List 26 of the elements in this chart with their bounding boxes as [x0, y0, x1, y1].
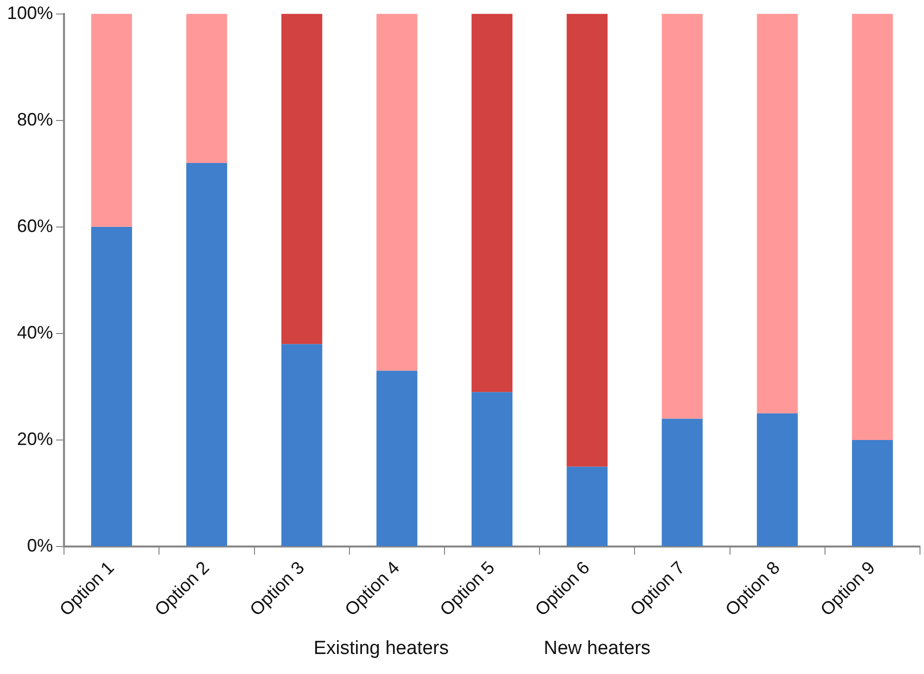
bar: [91, 14, 132, 227]
y-tick-label: 20%: [17, 429, 54, 450]
bar: [472, 392, 512, 546]
bar: [852, 440, 893, 546]
bar: [186, 14, 228, 163]
bar: [756, 14, 798, 414]
bar: [186, 162, 228, 546]
y-tick-label: 40%: [17, 322, 54, 342]
bar: [756, 413, 798, 546]
bar: [852, 14, 893, 440]
bar: [662, 418, 703, 546]
bar: [472, 14, 512, 392]
bar: [281, 344, 322, 546]
bar: [376, 14, 418, 371]
y-tick-label: 60%: [17, 216, 54, 236]
bar: [91, 226, 132, 546]
text: Existing heaters: [314, 638, 449, 660]
bar: [566, 466, 608, 546]
bar: [566, 14, 608, 467]
y-tick-label: 80%: [17, 109, 54, 130]
y-tick-label: 0%: [27, 536, 54, 556]
bar: [662, 14, 703, 419]
bar: [376, 370, 418, 546]
bar: [281, 14, 322, 344]
y-tick-label: 100%: [6, 2, 54, 23]
text: New heaters: [544, 638, 650, 660]
